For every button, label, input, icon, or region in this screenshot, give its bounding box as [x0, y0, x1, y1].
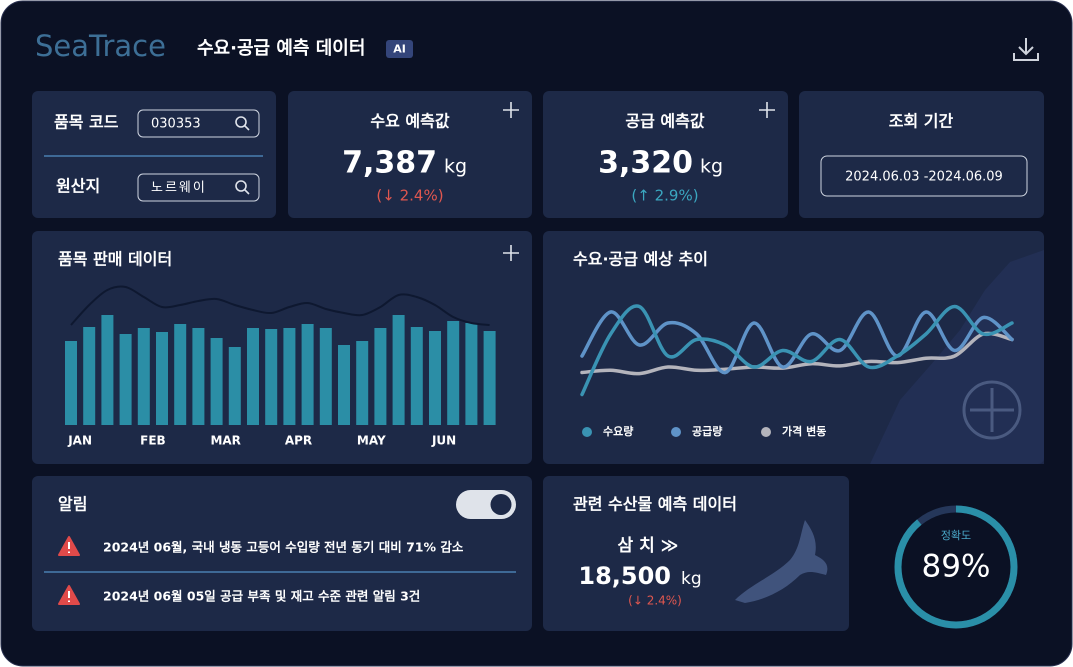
search-card: [32, 91, 276, 218]
compass-icon: [962, 380, 1022, 440]
label: 품목 코드: [54, 113, 119, 132]
label: 공급 예측값: [625, 112, 704, 131]
x-tick-label: MAY: [357, 434, 386, 448]
accuracy-arc: [894, 505, 1018, 629]
expand-button[interactable]: [503, 245, 519, 261]
x-tick-label: APR: [285, 434, 312, 448]
chart-title: 수요·공급 예상 추이: [573, 250, 708, 269]
bar: [119, 334, 132, 425]
bar: [283, 328, 296, 425]
bar: [228, 347, 241, 425]
expand-button[interactable]: [503, 102, 519, 118]
legend-label: 공급량: [692, 425, 722, 438]
legend-label: 가격 변동: [782, 424, 826, 438]
date-range-input[interactable]: [820, 155, 1028, 197]
accuracy-value: 89%: [922, 549, 991, 585]
fish-illustration: [735, 520, 828, 603]
alerts-title: 알림: [58, 495, 87, 514]
chart-title: 품목 판매 데이터: [58, 250, 172, 269]
alert-text: 2024년 06월 05일 공급 부족 및 재고 수준 관련 알림 3건: [103, 589, 420, 604]
unit: kg: [700, 156, 723, 178]
expand-button[interactable]: [759, 102, 775, 118]
accuracy-label: 정확도: [941, 529, 971, 542]
x-tick-label: MAR: [210, 434, 240, 448]
alerts-card: [32, 476, 532, 631]
unit: kg: [444, 156, 467, 178]
bar: [465, 323, 478, 425]
label: 수요 예측값: [370, 112, 449, 131]
bar: [156, 332, 168, 425]
bar: [447, 321, 460, 425]
bar: [265, 329, 278, 425]
code-input[interactable]: [137, 109, 260, 138]
change: (↑ 2.9%): [631, 187, 698, 205]
supply-card: [543, 91, 788, 218]
series-line: [580, 304, 1014, 397]
bar: [338, 345, 350, 425]
x-tick-label: JUN: [431, 434, 456, 448]
bar: [101, 315, 114, 425]
badge-text: AI: [393, 43, 406, 56]
alert-icon: [58, 536, 80, 556]
x-tick-label: FEB: [140, 434, 166, 448]
legend-label: 수요량: [603, 425, 633, 438]
bar: [483, 331, 496, 425]
search-icon[interactable]: [235, 180, 250, 195]
value: 7,387: [342, 146, 437, 181]
page-title: 수요·공급 예측 데이터: [197, 38, 365, 59]
legend-swatch: [582, 427, 592, 437]
related-title: 관련 수산물 예측 데이터: [573, 495, 737, 514]
bar: [429, 331, 441, 425]
bar: [247, 328, 259, 425]
input-value: 030353: [151, 117, 201, 132]
series-line: [580, 331, 1014, 376]
alert-text: 2024년 06월, 국내 냉동 고등어 수입량 전년 동기 대비 71% 감소: [103, 540, 464, 555]
bar: [65, 341, 77, 425]
trend-line: [70, 285, 490, 326]
bar: [374, 328, 387, 425]
bar: [210, 338, 223, 425]
download-button[interactable]: [1013, 38, 1039, 61]
bar: [174, 324, 187, 425]
logo: SeaTrace: [35, 29, 166, 63]
bar: [137, 328, 150, 425]
bar: [301, 324, 314, 425]
date-range: 2024.06.03 -2024.06.09: [845, 170, 1003, 185]
period-card: [799, 91, 1044, 218]
demand-card: [288, 91, 532, 218]
alert-icon: [58, 585, 80, 605]
value: 3,320: [598, 146, 693, 181]
toggle-knob[interactable]: [490, 494, 512, 515]
bar: [392, 315, 405, 425]
search-icon[interactable]: [235, 116, 250, 131]
bar: [410, 327, 423, 425]
label: 원산지: [56, 177, 100, 196]
toggle[interactable]: [456, 490, 516, 519]
value: 18,500: [578, 562, 671, 590]
label: 조회 기간: [889, 112, 954, 131]
x-tick-label: JAN: [67, 434, 92, 448]
change: (↓ 2.4%): [628, 594, 682, 608]
legend-swatch: [671, 427, 681, 437]
bar: [83, 327, 96, 425]
legend-swatch: [761, 427, 771, 437]
input-value: 노르웨이: [151, 181, 207, 196]
bar: [192, 328, 205, 425]
badge: [386, 40, 413, 58]
change: (↓ 2.4%): [376, 187, 443, 205]
bar: [356, 341, 369, 425]
item-name[interactable]: 삼 치 ≫: [618, 536, 679, 556]
unit: kg: [681, 569, 702, 589]
bar: [319, 328, 332, 425]
origin-input[interactable]: [137, 173, 260, 202]
